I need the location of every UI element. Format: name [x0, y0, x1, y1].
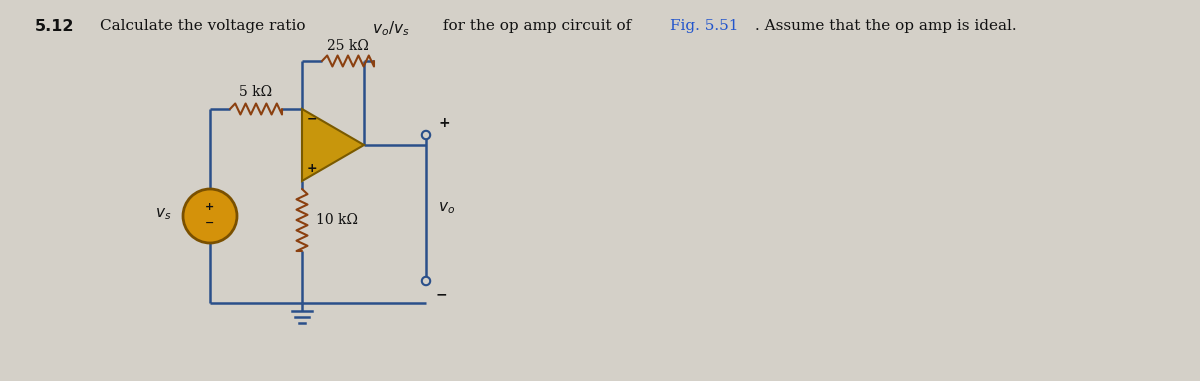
Text: +: + — [205, 202, 215, 212]
Text: −: − — [307, 112, 317, 125]
Text: $v_s$: $v_s$ — [155, 206, 172, 222]
Polygon shape — [302, 109, 364, 181]
Circle shape — [422, 277, 431, 285]
Text: 5.12: 5.12 — [35, 19, 74, 34]
Circle shape — [182, 189, 238, 243]
Text: for the op amp circuit of: for the op amp circuit of — [438, 19, 636, 33]
Text: −: − — [205, 218, 215, 228]
Text: +: + — [307, 162, 317, 174]
Text: −: − — [436, 287, 448, 301]
Text: $v_o$: $v_o$ — [438, 200, 455, 216]
Text: 25 kΩ: 25 kΩ — [328, 39, 368, 53]
Text: Fig. 5.51: Fig. 5.51 — [670, 19, 738, 33]
Circle shape — [422, 131, 431, 139]
Text: 10 kΩ: 10 kΩ — [316, 213, 358, 227]
Text: 5 kΩ: 5 kΩ — [240, 85, 272, 99]
Text: . Assume that the op amp is ideal.: . Assume that the op amp is ideal. — [755, 19, 1016, 33]
Text: +: + — [438, 116, 450, 130]
Text: Calculate the voltage ratio: Calculate the voltage ratio — [100, 19, 311, 33]
Text: $v_o/v_s$: $v_o/v_s$ — [372, 19, 409, 38]
